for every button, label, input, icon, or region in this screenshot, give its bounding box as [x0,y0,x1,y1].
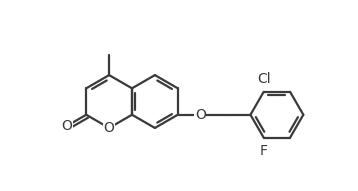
Text: O: O [195,108,206,122]
Text: O: O [104,121,115,135]
Text: Cl: Cl [257,72,271,86]
Text: F: F [260,144,268,158]
Text: O: O [61,119,72,133]
